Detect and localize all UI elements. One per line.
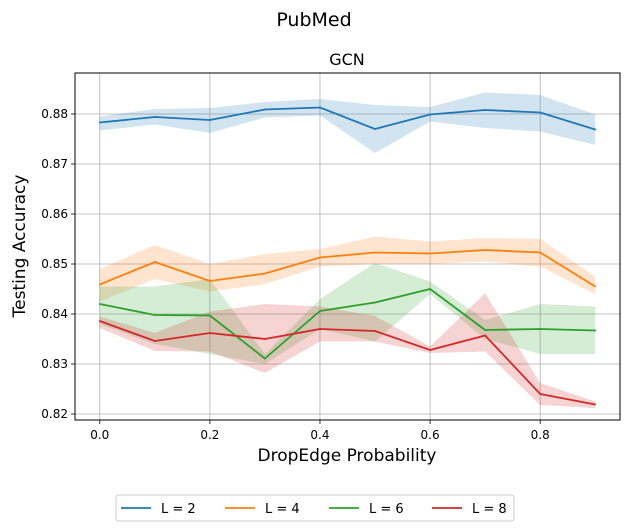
point-series-2 [484, 249, 487, 251]
grid [75, 73, 620, 420]
point-series-3 [429, 288, 431, 290]
point-series-4 [264, 338, 266, 340]
y-tick-label: 0.87 [41, 157, 68, 171]
point-series-1 [153, 116, 156, 118]
point-series-2 [374, 251, 376, 254]
point-series-2 [319, 256, 321, 259]
series-lines [98, 106, 597, 406]
point-series-4 [484, 334, 487, 337]
point-series-4 [374, 330, 376, 332]
x-axis: 0.0 0.2 0.4 0.6 0.8 [90, 420, 550, 442]
y-axis: 0.82 0.83 0.84 0.85 0.86 0.87 0.88 [41, 107, 75, 421]
point-series-3 [153, 314, 156, 316]
confidence-bands [99, 92, 596, 408]
y-tick-label: 0.88 [41, 107, 68, 121]
x-axis-label: DropEdge Probability [258, 446, 437, 466]
point-series-3 [264, 357, 266, 360]
point-series-1 [264, 108, 266, 111]
point-series-1 [374, 128, 376, 130]
legend-label: L = 6 [369, 502, 404, 517]
point-series-1 [429, 113, 431, 116]
y-tick-label: 0.82 [41, 407, 68, 421]
legend-frame [115, 494, 515, 522]
point-series-4 [594, 403, 597, 406]
point-series-1 [319, 106, 321, 109]
point-series-4 [153, 340, 156, 342]
y-tick-label: 0.84 [41, 307, 68, 321]
x-tick-label: 0.8 [531, 428, 550, 442]
point-series-2 [153, 261, 156, 263]
band-series-3 [99, 263, 596, 364]
point-series-2 [98, 283, 101, 286]
point-series-3 [484, 329, 487, 331]
point-series-3 [319, 310, 321, 312]
chart-title: GCN [329, 50, 365, 69]
y-axis-label: Testing Accuracy [10, 175, 30, 319]
line-series-2 [99, 249, 596, 288]
point-series-2 [208, 280, 211, 282]
y-tick-label: 0.83 [41, 357, 68, 371]
point-series-4 [429, 349, 431, 351]
point-series-4 [208, 332, 211, 334]
legend-label: L = 8 [472, 502, 507, 517]
point-series-2 [264, 272, 266, 275]
line-series-3 [99, 288, 596, 360]
point-series-1 [484, 109, 487, 111]
point-series-1 [208, 119, 211, 121]
y-tick-label: 0.85 [41, 257, 68, 271]
legend: L = 2 L = 4 L = 6 L = 8 [115, 494, 515, 522]
plot-area [74, 72, 621, 421]
point-series-3 [208, 314, 211, 317]
legend-label: L = 2 [161, 502, 196, 517]
x-tick-label: 0.2 [200, 428, 219, 442]
line-series-4 [99, 320, 596, 406]
point-series-3 [374, 301, 376, 304]
point-series-1 [539, 111, 542, 114]
x-tick-label: 0.0 [90, 428, 109, 442]
point-series-3 [539, 328, 542, 330]
point-series-2 [429, 252, 431, 255]
point-series-3 [594, 329, 597, 332]
x-tick-label: 0.4 [310, 428, 329, 442]
legend-label: L = 4 [265, 502, 300, 517]
point-series-2 [594, 285, 597, 288]
point-series-4 [98, 320, 101, 322]
point-series-2 [539, 251, 542, 254]
y-tick-label: 0.86 [41, 207, 68, 221]
point-series-1 [594, 128, 597, 131]
band-series-1 [99, 92, 596, 153]
point-series-3 [98, 303, 101, 305]
point-series-4 [319, 328, 321, 330]
line-series-1 [99, 106, 596, 131]
point-series-4 [539, 393, 542, 395]
figure-title: PubMed [276, 9, 351, 31]
point-series-1 [98, 121, 101, 124]
band-series-2 [99, 236, 596, 302]
band-series-4 [99, 293, 596, 408]
x-tick-label: 0.6 [421, 428, 440, 442]
